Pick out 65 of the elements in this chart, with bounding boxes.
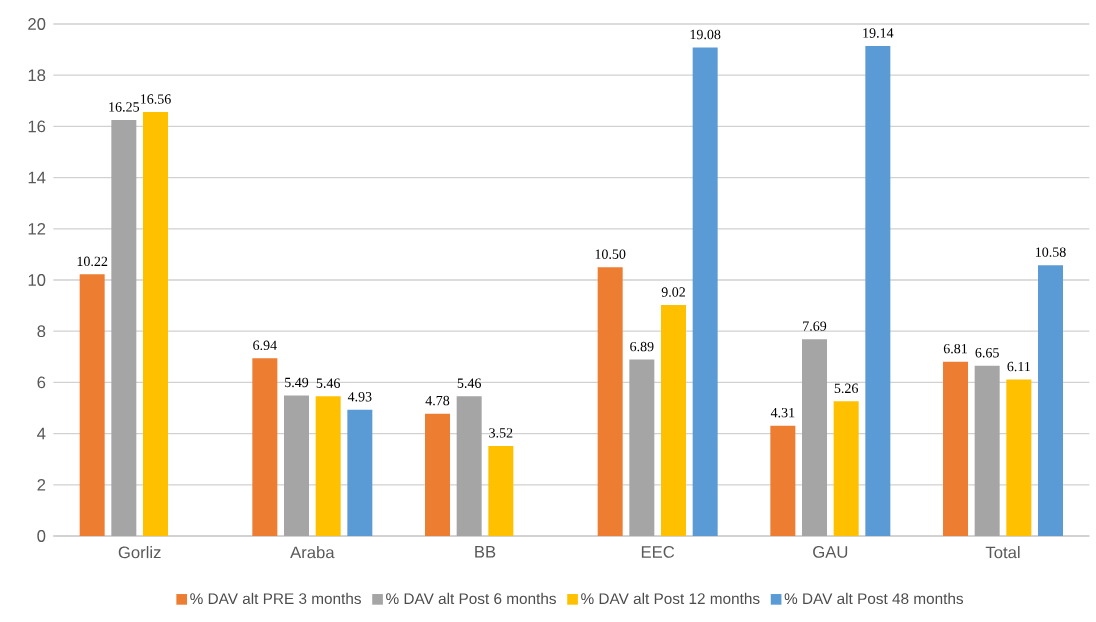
- data-label: 5.26: [834, 383, 859, 394]
- data-label: 5.46: [316, 378, 341, 388]
- bar: [1006, 379, 1032, 536]
- y-tick-label: 10: [28, 274, 46, 286]
- legend-label: % DAV alt Post 6 months: [386, 592, 556, 605]
- bar: [347, 409, 373, 536]
- bar: [629, 359, 655, 536]
- data-label: 4.31: [770, 407, 795, 418]
- data-label: 10.50: [595, 249, 626, 259]
- data-label: 10.58: [1035, 247, 1066, 257]
- data-label: 5.49: [285, 377, 309, 388]
- data-label: 6.81: [943, 343, 967, 354]
- bar: [1038, 265, 1064, 536]
- data-label: 16.56: [140, 94, 171, 104]
- bar: [284, 395, 309, 536]
- data-label: 6.89: [630, 341, 654, 352]
- data-label: 4.78: [425, 395, 450, 406]
- x-tick-label: GAU: [813, 546, 848, 558]
- x-tick-label: EEC: [641, 546, 675, 558]
- bar: [488, 445, 514, 536]
- data-label: 9.02: [661, 287, 685, 297]
- data-label: 16.25: [109, 102, 140, 112]
- y-tick-label: 12: [28, 222, 46, 235]
- bar: [143, 112, 168, 536]
- y-tick-label: 2: [37, 478, 46, 491]
- legend-label: % DAV alt PRE 3 months: [190, 592, 361, 605]
- bar: [974, 365, 1000, 536]
- y-tick-label: 14: [28, 171, 46, 184]
- bar: [252, 358, 278, 536]
- data-label: 6.65: [975, 348, 999, 358]
- data-label: 6.94: [253, 340, 277, 351]
- bar: [315, 396, 341, 536]
- bar: [79, 274, 105, 536]
- bar: [770, 425, 796, 536]
- y-tick-label: 18: [28, 69, 46, 82]
- bar: [833, 401, 859, 536]
- x-tick-label: BB: [475, 546, 496, 558]
- y-tick-label: 16: [28, 120, 46, 133]
- bar: [802, 339, 828, 536]
- data-label: 19.08: [690, 29, 721, 40]
- data-label: 3.52: [489, 428, 513, 438]
- y-tick-label: 20: [28, 18, 46, 30]
- data-label: 7.69: [803, 321, 827, 331]
- bar: [692, 47, 718, 536]
- data-label: 6.11: [1007, 361, 1030, 372]
- bar: [865, 46, 891, 536]
- bar: [425, 413, 450, 536]
- bar: [456, 396, 482, 536]
- x-tick-label: Araba: [290, 546, 335, 559]
- bar: [661, 305, 686, 536]
- bar: [597, 267, 623, 536]
- data-label: 19.14: [863, 28, 894, 38]
- y-tick-label: 0: [37, 530, 46, 542]
- y-tick-label: 8: [37, 325, 46, 338]
- data-label: 10.22: [77, 256, 108, 267]
- bar: [943, 361, 969, 536]
- data-label: 4.93: [347, 392, 372, 402]
- y-tick-label: 4: [37, 427, 46, 440]
- legend-label: % DAV alt Post 48 months: [784, 592, 964, 605]
- y-tick-label: 6: [37, 376, 46, 389]
- x-tick-label: Gorliz: [118, 546, 161, 559]
- legend-label: % DAV alt Post 12 months: [581, 592, 760, 605]
- x-tick-label: Total: [985, 546, 1020, 559]
- data-label: 5.46: [457, 378, 482, 388]
- bar: [111, 120, 137, 536]
